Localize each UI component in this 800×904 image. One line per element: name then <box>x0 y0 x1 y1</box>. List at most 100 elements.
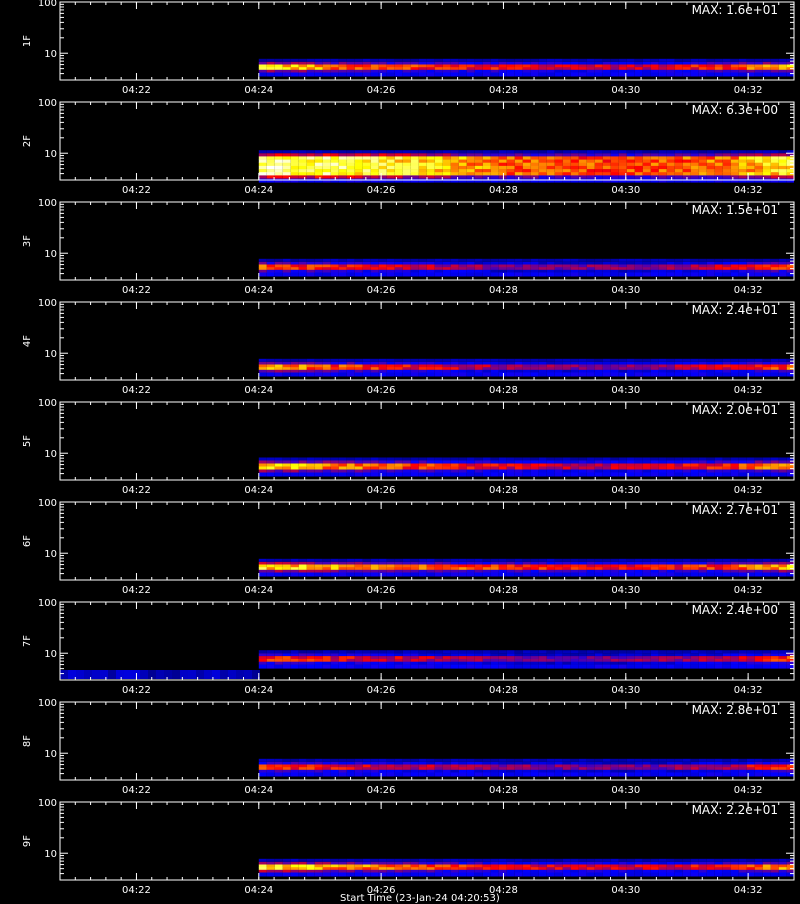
heatmap-cell <box>499 873 507 877</box>
heatmap-cell <box>435 464 443 467</box>
heatmap-cell <box>475 867 483 870</box>
heatmap-cell <box>467 473 475 477</box>
heatmap-cell <box>339 862 347 865</box>
heatmap-cell <box>291 362 299 365</box>
heatmap-cell <box>395 762 403 765</box>
heatmap-cell <box>699 156 707 160</box>
heatmap-cell <box>267 762 275 765</box>
heatmap-cell <box>731 153 739 157</box>
heatmap-cell <box>387 370 395 373</box>
heatmap-cell <box>259 650 267 653</box>
heatmap-cell <box>547 461 555 464</box>
heatmap-cell <box>651 65 659 68</box>
heatmap-cell <box>611 765 619 768</box>
heatmap-cell <box>563 665 571 669</box>
y-tick-label: 10 <box>44 249 57 260</box>
heatmap-cell <box>723 461 731 464</box>
heatmap-cell <box>531 65 539 68</box>
heatmap-cell <box>347 573 355 577</box>
heatmap-cell <box>627 570 635 573</box>
heatmap-cell <box>739 163 747 167</box>
heatmap-cell <box>779 59 787 62</box>
heatmap-cell <box>707 567 715 570</box>
x-tick-label: 04:32 <box>734 85 763 96</box>
heatmap-cell <box>363 373 371 377</box>
heatmap-cell <box>275 73 283 77</box>
heatmap-cell <box>707 767 715 770</box>
heatmap-cell <box>267 570 275 573</box>
heatmap-cell <box>443 650 451 653</box>
heatmap-cell <box>667 762 675 765</box>
heatmap-cell <box>563 470 571 473</box>
heatmap-cell <box>771 70 779 73</box>
heatmap-cell <box>259 762 267 765</box>
heatmap-cell <box>779 662 787 665</box>
heatmap-cell <box>571 273 579 277</box>
heatmap-cell <box>483 267 491 270</box>
heatmap-cell <box>515 656 523 659</box>
heatmap-cell <box>675 461 683 464</box>
heatmap-cell <box>283 367 291 370</box>
heatmap-cell <box>379 166 387 170</box>
heatmap-cell <box>531 759 539 762</box>
heatmap-cell <box>691 473 699 477</box>
heatmap-cell <box>363 160 371 164</box>
heatmap-cell <box>411 166 419 170</box>
heatmap-cell <box>595 559 603 562</box>
heatmap-cell <box>771 650 779 653</box>
heatmap-cell <box>435 865 443 868</box>
heatmap-cell <box>339 365 347 368</box>
heatmap-cell <box>491 464 499 467</box>
x-tick-label: 04:26 <box>367 185 396 196</box>
heatmap-cell <box>699 67 707 70</box>
heatmap-cell <box>395 153 403 157</box>
heatmap-cell <box>779 565 787 568</box>
heatmap-cell <box>699 267 707 270</box>
heatmap-cell <box>259 259 267 262</box>
heatmap-cell <box>387 150 395 153</box>
heatmap-cell <box>731 259 739 262</box>
heatmap-cell <box>275 762 283 765</box>
heatmap-cell <box>387 562 395 565</box>
heatmap-cell <box>547 562 555 565</box>
heatmap-cell <box>459 179 467 183</box>
heatmap-cell <box>539 461 547 464</box>
heatmap-cell <box>403 365 411 368</box>
heatmap-cell <box>323 859 331 862</box>
heatmap-cell <box>707 163 715 167</box>
heatmap-cell <box>515 367 523 370</box>
heatmap-cell <box>683 659 691 662</box>
heatmap-cell <box>387 267 395 270</box>
heatmap-cell <box>747 461 755 464</box>
heatmap-cell <box>571 156 579 160</box>
heatmap-cell <box>283 565 291 568</box>
heatmap-cell <box>323 267 331 270</box>
heatmap-cell <box>555 373 563 377</box>
heatmap-cell <box>267 172 275 176</box>
heatmap-cell <box>531 160 539 164</box>
heatmap-cell <box>339 859 347 862</box>
heatmap-cell <box>347 259 355 262</box>
heatmap-cell <box>603 365 611 368</box>
heatmap-cell <box>363 570 371 573</box>
heatmap-cell <box>355 365 363 368</box>
heatmap-cell <box>755 773 763 777</box>
heatmap-cell <box>443 659 451 662</box>
heatmap-cell <box>579 770 587 773</box>
heatmap-cell <box>579 464 587 467</box>
heatmap-cell <box>675 150 683 153</box>
heatmap-cell <box>627 765 635 768</box>
heatmap-cell <box>323 273 331 277</box>
heatmap-cell <box>547 163 555 167</box>
heatmap-cell <box>331 150 339 153</box>
heatmap-cell <box>691 166 699 170</box>
heatmap-cell <box>443 153 451 157</box>
heatmap-cell <box>771 262 779 265</box>
heatmap-cell <box>291 370 299 373</box>
heatmap-cell <box>275 570 283 573</box>
max-value-label: MAX: 1.6e+01 <box>692 3 778 17</box>
heatmap-cell <box>747 265 755 268</box>
heatmap-cell <box>755 767 763 770</box>
